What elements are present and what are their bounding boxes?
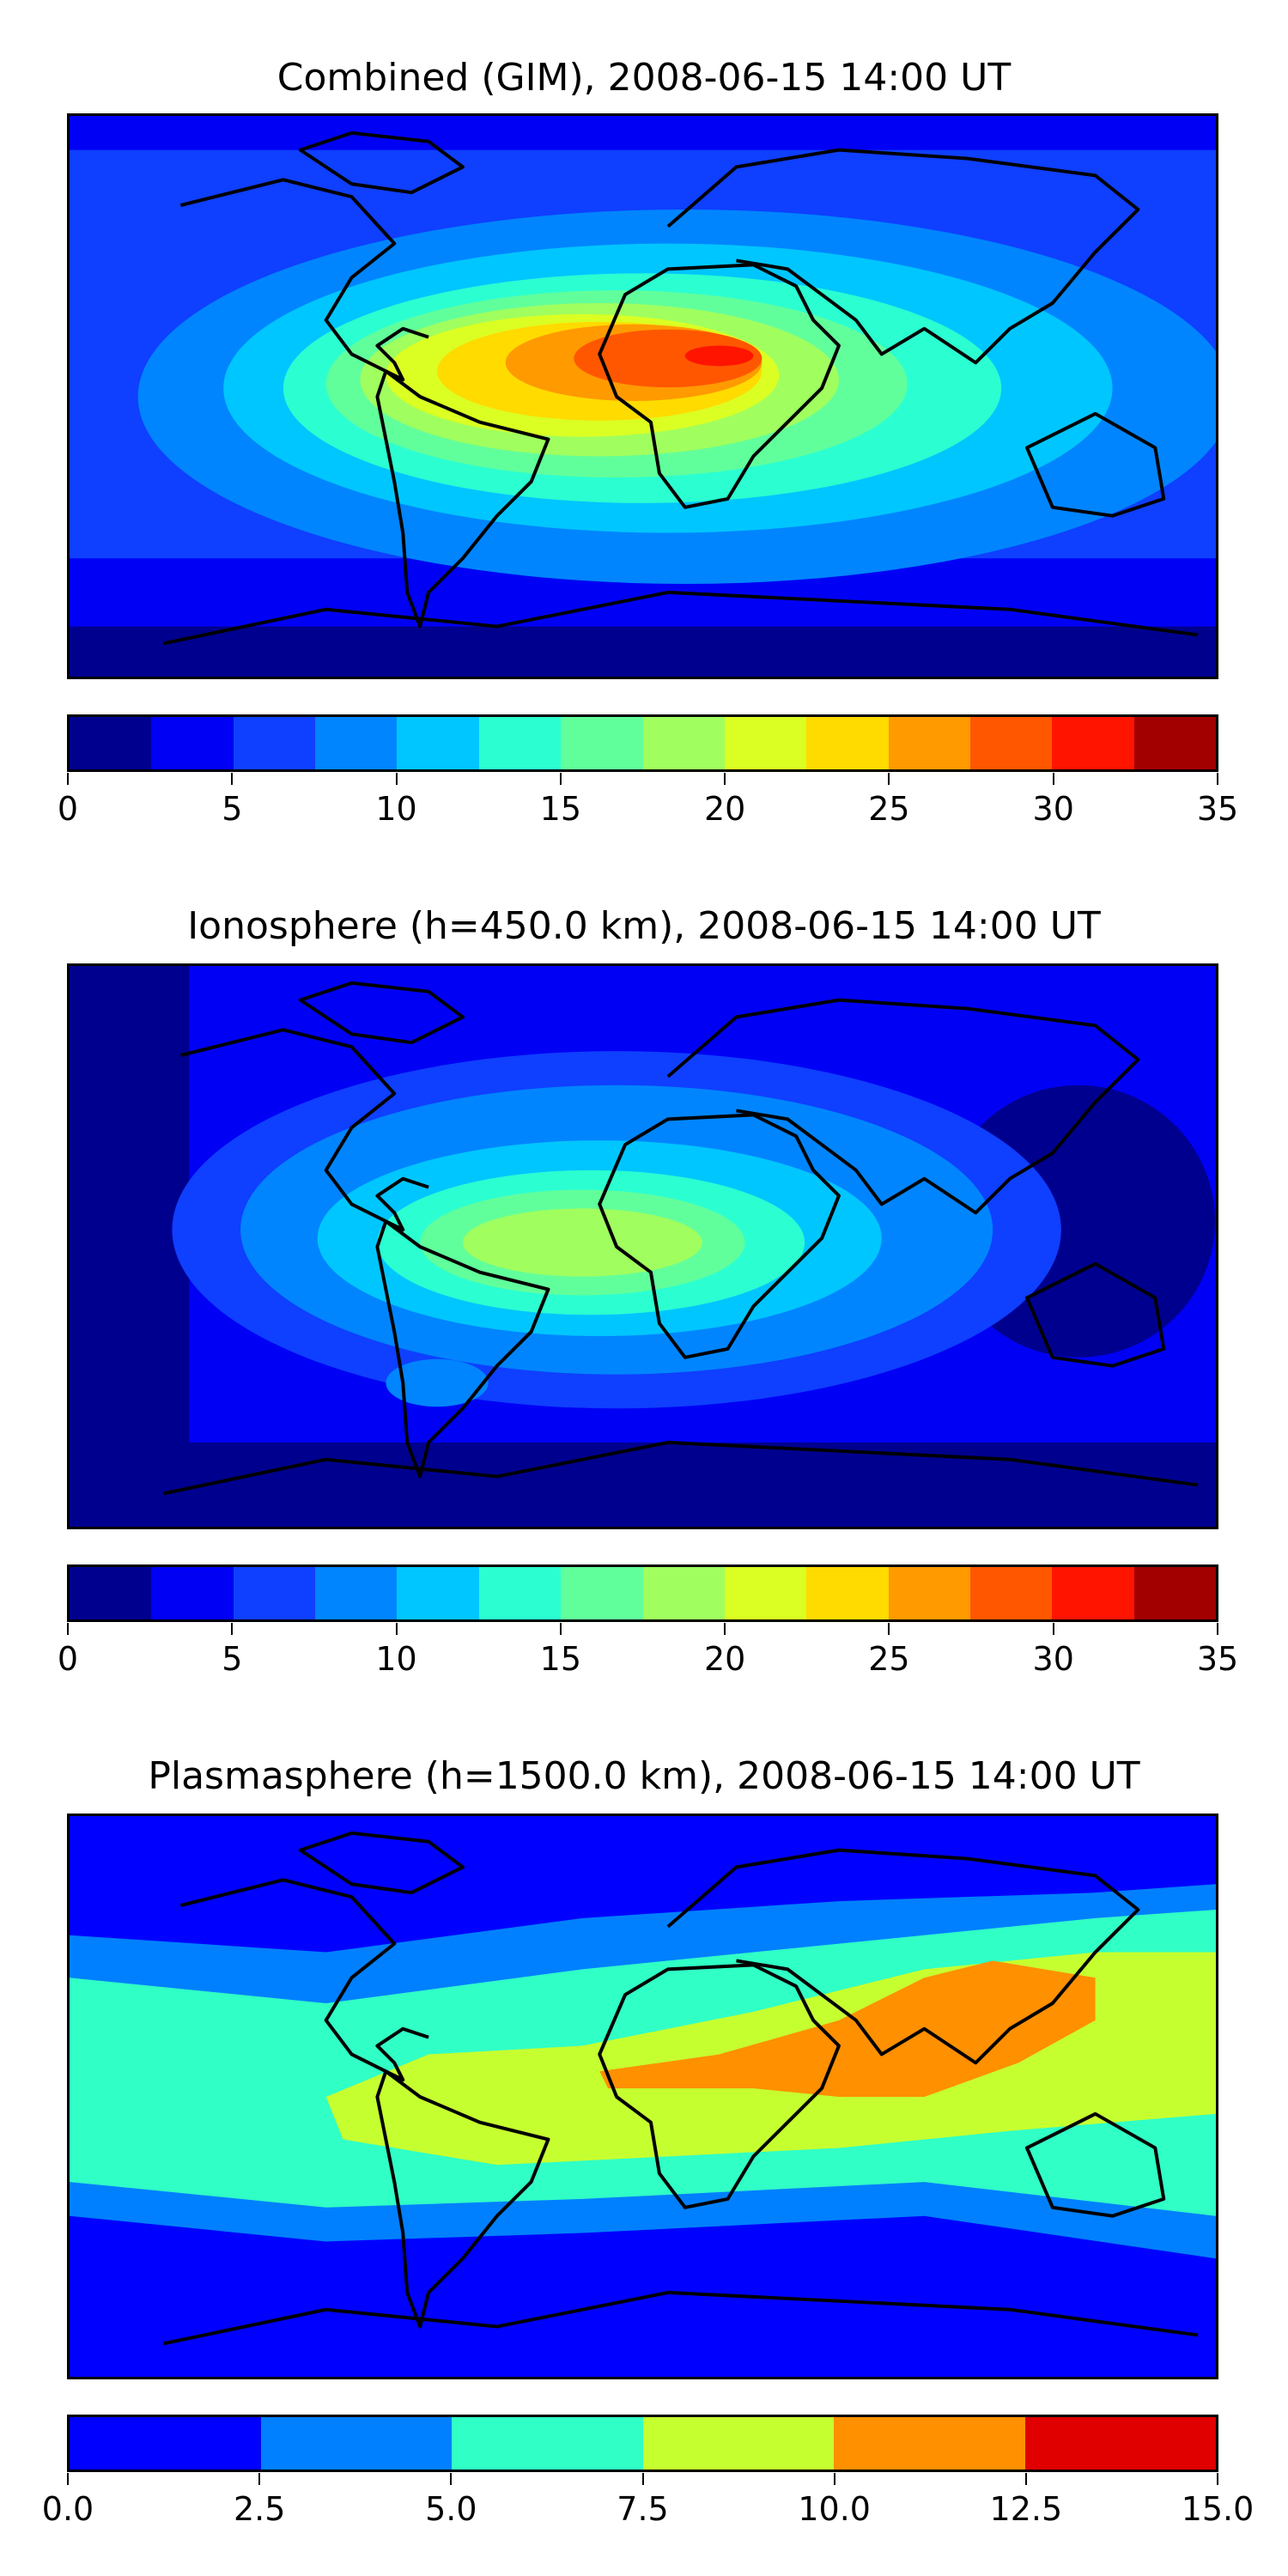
map-combined-field xyxy=(70,116,1216,677)
colorbar-tick xyxy=(395,773,398,785)
colorbar-segment xyxy=(70,2417,261,2470)
colorbar-tick xyxy=(231,1623,234,1635)
colorbar-segment xyxy=(1052,1567,1134,1619)
colorbar-segment xyxy=(834,2417,1025,2470)
map-combined xyxy=(67,113,1218,679)
colorbar-tick xyxy=(724,1623,726,1635)
colorbar-tick-label: 30 xyxy=(1032,790,1074,828)
panel-title-combined: Combined (GIM), 2008-06-15 14:00 UT xyxy=(276,56,1012,100)
colorbar-tick xyxy=(888,1623,890,1635)
colorbar-segment xyxy=(888,717,970,769)
colorbar-tick xyxy=(67,1623,69,1635)
colorbar-segment xyxy=(642,1567,725,1619)
colorbar-segment xyxy=(888,1567,970,1619)
colorbar-segment xyxy=(1024,2417,1216,2470)
colorbar-tick xyxy=(450,2473,453,2485)
colorbar-tick-label: 15 xyxy=(539,1640,582,1678)
colorbar-segment xyxy=(70,1567,152,1619)
colorbar-segment xyxy=(452,2417,643,2470)
colorbar-segment xyxy=(233,717,316,769)
colorbar-tick-label: 20 xyxy=(703,1640,746,1678)
colorbar-tick xyxy=(724,773,726,785)
colorbar-segment xyxy=(260,2417,452,2470)
colorbar-tick-label: 10 xyxy=(375,1640,417,1678)
colorbar-tick xyxy=(1052,773,1054,785)
colorbar-segment xyxy=(315,1567,398,1619)
colorbar-segment xyxy=(969,717,1053,769)
colorbar-tick-label: 30 xyxy=(1032,1640,1074,1678)
colorbar-segment xyxy=(969,1567,1053,1619)
map-plasmasphere-field xyxy=(70,1816,1216,2377)
colorbar-tick-label: 35 xyxy=(1196,790,1239,828)
colorbar-tick xyxy=(258,2473,261,2485)
colorbar-segment xyxy=(561,1567,643,1619)
colorbar-segment xyxy=(806,717,889,769)
colorbar-segment xyxy=(151,1567,234,1619)
colorbar-segment xyxy=(70,717,152,769)
colorbar-segment xyxy=(642,717,725,769)
colorbar-tick xyxy=(395,1623,398,1635)
colorbar-tick-label: 10 xyxy=(375,790,417,828)
colorbar-segment xyxy=(397,1567,479,1619)
colorbar-segment xyxy=(1133,717,1217,769)
colorbar-tick-label: 12.5 xyxy=(989,2490,1063,2528)
colorbar-tick xyxy=(559,773,562,785)
colorbar-tick xyxy=(641,2473,644,2485)
colorbar-tick xyxy=(1052,1623,1054,1635)
colorbar-segment xyxy=(315,717,398,769)
colorbar-segment xyxy=(151,717,234,769)
colorbar-segment xyxy=(642,2417,834,2470)
colorbar-tick-label: 20 xyxy=(703,790,746,828)
colorbar-segment xyxy=(724,1567,807,1619)
panel-title-plasmasphere: Plasmasphere (h=1500.0 km), 2008-06-15 1… xyxy=(148,1754,1140,1798)
colorbar-tick-label: 35 xyxy=(1196,1640,1239,1678)
colorbar-tick xyxy=(67,2473,69,2485)
colorbar-tick-label: 0 xyxy=(57,1640,79,1678)
colorbar-tick-label: 5 xyxy=(222,1640,243,1678)
colorbar-segment xyxy=(233,1567,316,1619)
colorbar-tick xyxy=(559,1623,562,1635)
panel-title-ionosphere: Ionosphere (h=450.0 km), 2008-06-15 14:0… xyxy=(187,904,1101,948)
colorbar-tick xyxy=(1217,2473,1218,2485)
colorbar-tick xyxy=(1217,1623,1218,1635)
colorbar-tick-label: 5.0 xyxy=(425,2490,477,2528)
colorbar-tick-label: 5 xyxy=(222,790,243,828)
colorbar-segment xyxy=(478,717,562,769)
colorbar-plasmasphere xyxy=(67,2415,1218,2472)
colorbar-tick-label: 2.5 xyxy=(233,2490,286,2528)
colorbar-tick xyxy=(888,773,890,785)
colorbar-segment xyxy=(806,1567,889,1619)
map-ionosphere-field xyxy=(70,966,1216,1527)
colorbar-tick-label: 15.0 xyxy=(1181,2490,1255,2528)
colorbar-tick xyxy=(1024,2473,1027,2485)
colorbar-segment xyxy=(397,717,479,769)
colorbar-tick xyxy=(833,2473,835,2485)
colorbar-tick-label: 0 xyxy=(57,790,79,828)
colorbar-segment xyxy=(724,717,807,769)
colorbar-tick xyxy=(67,773,69,785)
colorbar-segment xyxy=(561,717,643,769)
colorbar-segment xyxy=(1052,717,1134,769)
map-plasmasphere xyxy=(67,1814,1218,2379)
colorbar-tick-label: 25 xyxy=(868,790,910,828)
colorbar-segment xyxy=(1133,1567,1217,1619)
colorbar-tick xyxy=(1217,773,1218,785)
colorbar-ionosphere xyxy=(67,1564,1218,1622)
colorbar-tick-label: 7.5 xyxy=(617,2490,669,2528)
colorbar-tick-label: 10.0 xyxy=(798,2490,871,2528)
colorbar-segment xyxy=(478,1567,562,1619)
colorbar-tick-label: 15 xyxy=(539,790,582,828)
map-ionosphere xyxy=(67,963,1218,1529)
colorbar-tick-label: 0.0 xyxy=(41,2490,94,2528)
colorbar-tick xyxy=(231,773,234,785)
colorbar-tick-label: 25 xyxy=(868,1640,910,1678)
colorbar-combined xyxy=(67,714,1218,772)
